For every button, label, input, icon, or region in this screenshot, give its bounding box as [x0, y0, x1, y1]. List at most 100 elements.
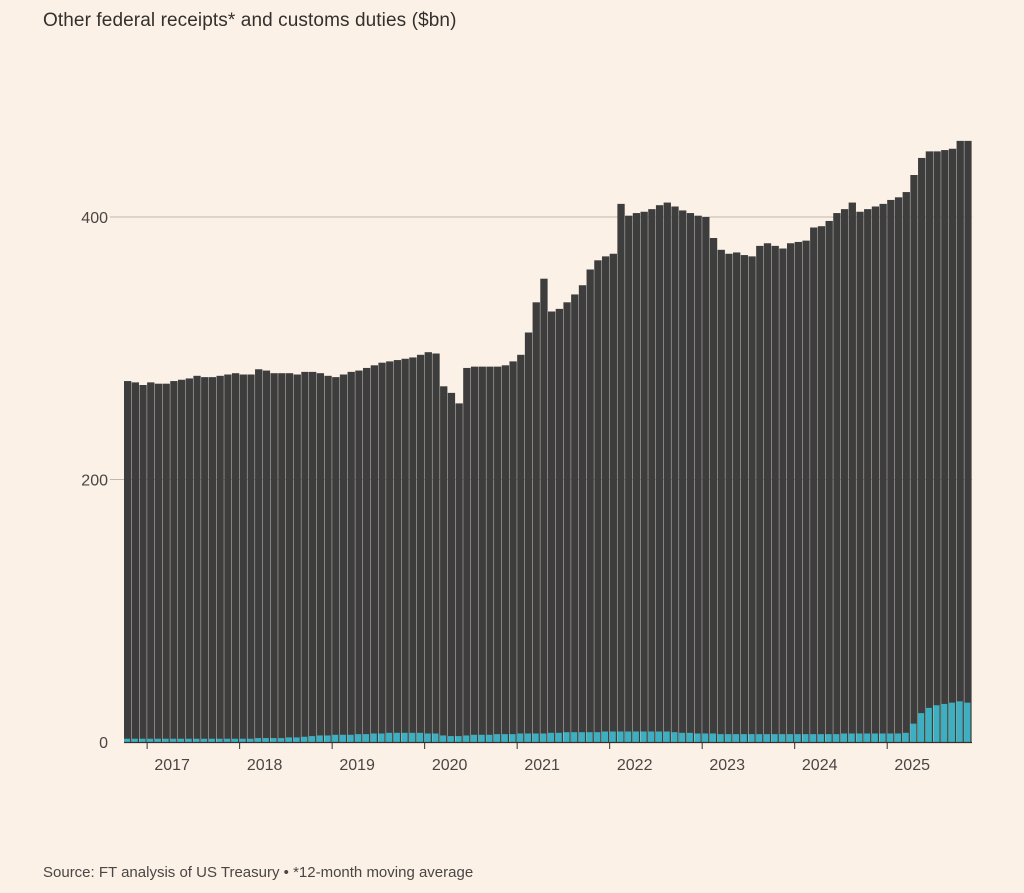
other-receipts-bar: [239, 374, 247, 742]
other-receipts-bar: [177, 379, 186, 742]
customs-duties-bar: [840, 733, 848, 742]
other-receipts-bar: [948, 148, 957, 742]
other-receipts-bar: [802, 240, 810, 743]
customs-duties-bar: [763, 734, 770, 743]
customs-duties-bar: [124, 738, 131, 742]
customs-duties-bar: [370, 733, 377, 742]
other-receipts-bar: [833, 213, 841, 742]
customs-duties-bar: [378, 733, 385, 742]
other-receipts-bar: [555, 308, 564, 743]
customs-duties-bar: [432, 733, 439, 742]
customs-duties-bar: [910, 723, 917, 743]
customs-duties-bar: [193, 738, 200, 742]
other-receipts-bar: [702, 217, 710, 742]
other-receipts-bar: [478, 366, 486, 743]
other-receipts-bar: [524, 332, 533, 742]
other-receipts-bar: [517, 354, 525, 742]
customs-duties-bar: [447, 736, 454, 742]
other-receipts-bar: [548, 311, 556, 742]
customs-duties-bar: [933, 705, 940, 742]
customs-duties-bar: [601, 731, 609, 742]
customs-duties-bar: [833, 734, 840, 743]
customs-duties-bar: [571, 732, 578, 742]
other-receipts-bar: [154, 383, 163, 742]
customs-duties-bar: [177, 738, 185, 742]
x-tick-label: 2023: [709, 757, 745, 774]
customs-duties-bar: [524, 733, 531, 742]
customs-duties-bar: [648, 731, 655, 742]
customs-duties-bar: [555, 732, 562, 742]
other-receipts-bar: [455, 403, 463, 743]
other-receipts-bar: [509, 361, 517, 743]
other-receipts-bar: [309, 371, 317, 743]
customs-duties-bar: [964, 702, 971, 743]
other-receipts-bar: [632, 213, 641, 742]
customs-duties-bar: [902, 732, 909, 742]
customs-duties-bar: [702, 733, 709, 742]
customs-duties-bar: [208, 738, 215, 742]
other-receipts-bar: [486, 366, 494, 743]
customs-duties-bar: [285, 737, 292, 742]
customs-duties-bar: [686, 732, 693, 742]
other-receipts-bar: [748, 256, 756, 743]
other-receipts-bar: [786, 243, 795, 742]
other-receipts-bar: [941, 150, 949, 742]
customs-duties-bar: [416, 732, 424, 742]
other-receipts-bar: [840, 209, 849, 743]
other-receipts-bar: [270, 373, 278, 742]
customs-duties-bar: [817, 734, 824, 743]
other-receipts-bar: [817, 226, 826, 742]
customs-duties-bar: [717, 734, 724, 743]
other-receipts-bar: [794, 241, 802, 742]
other-receipts-bar: [864, 209, 872, 743]
other-receipts-bar: [124, 381, 132, 742]
customs-duties-bar: [548, 732, 555, 742]
customs-duties-bar: [879, 733, 886, 742]
customs-duties-bar: [347, 734, 354, 742]
other-receipts-bar: [709, 238, 718, 742]
customs-duties-bar: [864, 733, 871, 742]
chart-title: Other federal receipts* and customs duti…: [43, 10, 457, 31]
customs-duties-bar: [494, 734, 501, 743]
other-receipts-bar: [201, 377, 209, 743]
other-receipts-bar: [609, 253, 617, 742]
customs-duties-bar: [663, 731, 670, 742]
customs-duties-bar: [733, 734, 740, 743]
customs-duties-bar: [355, 734, 362, 743]
other-receipts-bar: [355, 370, 363, 742]
other-receipts-bar: [501, 365, 510, 742]
other-receipts-bar: [571, 294, 579, 742]
customs-duties-bar: [709, 733, 716, 742]
customs-duties-bar: [894, 733, 902, 742]
other-receipts-bar: [910, 175, 918, 742]
y-tick-label: 400: [81, 210, 108, 227]
customs-duties-bar: [725, 734, 732, 743]
x-tick-label: 2025: [894, 757, 930, 774]
customs-duties-bar: [401, 732, 408, 742]
x-tick-label: 2017: [154, 757, 190, 774]
customs-duties-series: [124, 701, 971, 743]
other-receipts-bar: [879, 203, 887, 743]
other-receipts-bar: [247, 374, 255, 742]
other-receipts-bar: [532, 302, 540, 742]
other-receipts-bar: [324, 375, 332, 742]
other-receipts-bar: [856, 211, 864, 742]
customs-duties-bar: [270, 738, 277, 742]
other-receipts-bar: [185, 378, 193, 742]
customs-duties-bar: [578, 732, 585, 742]
other-receipts-bar: [887, 199, 895, 742]
other-receipts-bar: [262, 370, 271, 742]
customs-duties-bar: [185, 738, 192, 742]
other-receipts-bar: [540, 278, 548, 742]
other-receipts-bar: [594, 260, 602, 742]
other-receipts-bar: [902, 192, 910, 742]
customs-duties-bar: [239, 738, 246, 742]
other-receipts-bar: [925, 151, 934, 743]
customs-duties-bar: [871, 733, 878, 742]
other-receipts-bar: [771, 245, 779, 743]
other-receipts-bar: [663, 202, 671, 742]
customs-duties-bar: [671, 732, 678, 742]
other-receipts-bar: [293, 374, 301, 742]
other-receipts-bar: [810, 227, 818, 742]
